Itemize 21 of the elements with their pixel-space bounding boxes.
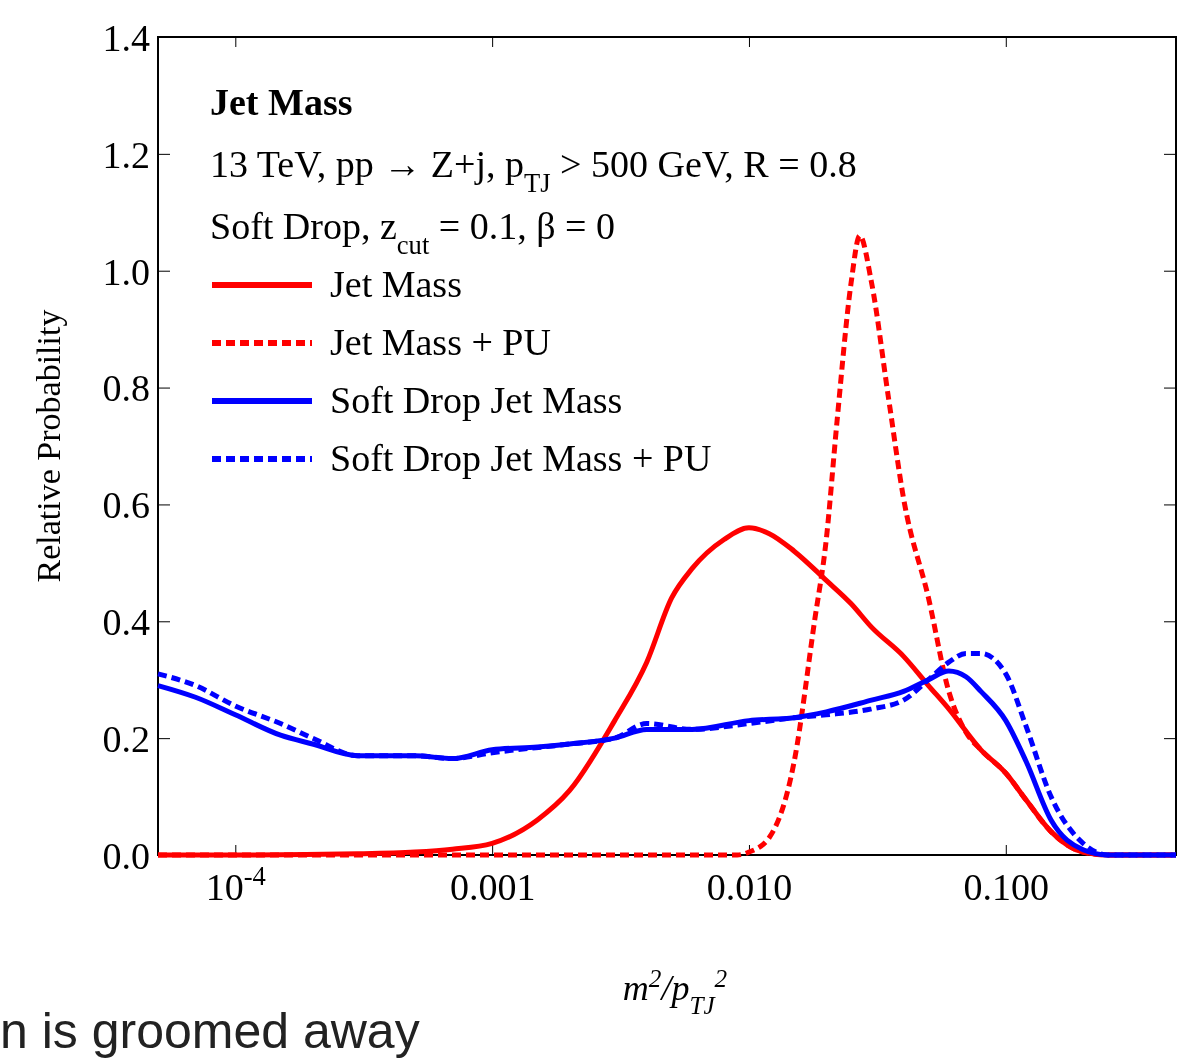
- y-tick-label: 0.2: [102, 717, 150, 760]
- y-tick-label: 0.8: [102, 367, 150, 410]
- legend-label: Jet Mass + PU: [330, 321, 551, 363]
- y-tick-label: 1.0: [102, 250, 150, 293]
- annotation: Soft Drop, z$_{cut}$ = 0.1, β = 0: [210, 205, 616, 260]
- legend-label: Soft Drop Jet Mass: [330, 379, 623, 421]
- y-tick-label: 0.6: [102, 484, 150, 527]
- y-axis-title: Relative Probability: [30, 309, 67, 583]
- text: n is groomed away: [0, 1003, 420, 1059]
- legend-label: Jet Mass: [330, 263, 462, 305]
- x-tick-label: 0.001: [449, 866, 536, 908]
- x-tick-label: 0.010: [706, 866, 793, 908]
- y-tick-label: 1.4: [102, 16, 150, 59]
- legend-label: Soft Drop Jet Mass + PU: [330, 437, 712, 479]
- y-tick-label: 0.0: [102, 834, 150, 877]
- y-tick-label: 0.4: [102, 601, 150, 644]
- annotation: 13 TeV, pp → Z+j, p$_{TJ}$ > 500 GeV, R = 0.8: [210, 143, 857, 198]
- x-tick-label: 0.100: [963, 866, 1050, 908]
- y-tick-label: 1.2: [102, 133, 150, 176]
- x-tick-label: 10$^{-4}$: [205, 861, 266, 908]
- text: Jet Mass: [210, 81, 353, 123]
